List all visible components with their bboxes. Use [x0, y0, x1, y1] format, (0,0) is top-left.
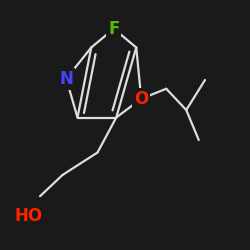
Text: HO: HO — [15, 207, 43, 225]
Text: F: F — [108, 20, 120, 38]
Text: O: O — [134, 90, 148, 108]
Text: N: N — [59, 70, 73, 88]
